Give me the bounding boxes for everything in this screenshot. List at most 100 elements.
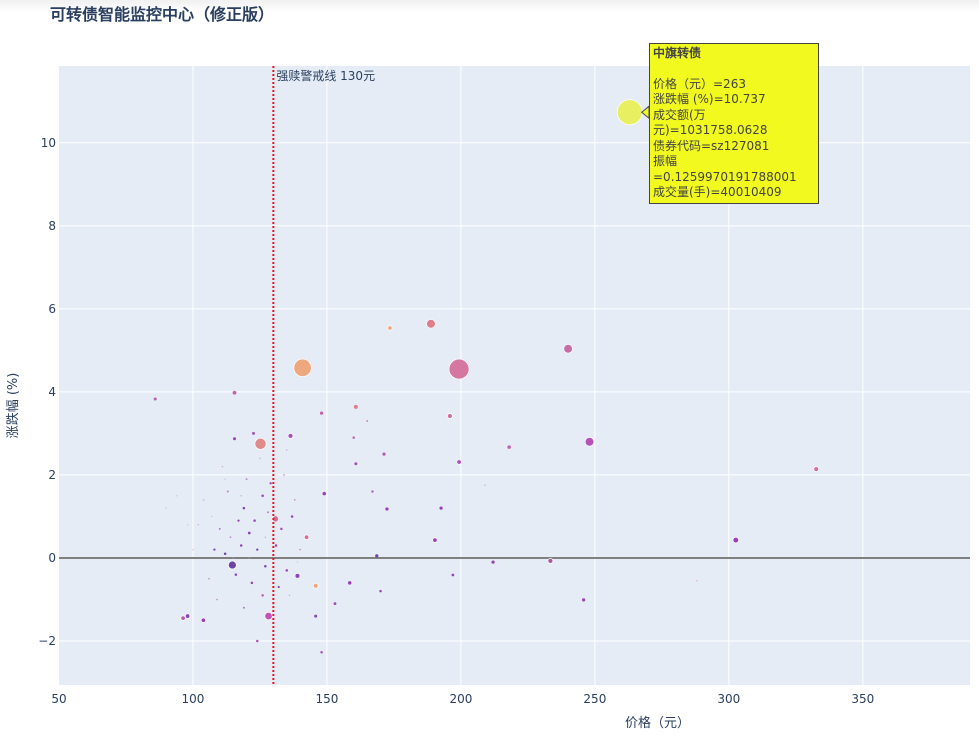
data-point[interactable] — [382, 452, 386, 456]
data-point[interactable] — [379, 589, 382, 593]
data-point[interactable] — [285, 569, 289, 572]
data-point[interactable] — [245, 478, 248, 481]
data-point[interactable] — [456, 459, 462, 465]
data-point[interactable] — [264, 536, 267, 539]
data-point[interactable] — [299, 548, 302, 551]
data-point[interactable] — [353, 404, 358, 409]
data-point[interactable] — [314, 614, 318, 618]
data-point[interactable] — [354, 462, 358, 466]
data-point[interactable] — [322, 491, 327, 496]
data-point[interactable] — [234, 573, 238, 576]
data-point[interactable] — [232, 557, 234, 559]
data-point[interactable] — [293, 498, 296, 501]
data-point[interactable] — [216, 598, 218, 601]
data-point[interactable] — [484, 484, 486, 487]
data-point[interactable] — [200, 617, 207, 623]
data-point[interactable] — [295, 573, 300, 578]
data-point[interactable] — [237, 519, 240, 522]
data-point[interactable] — [210, 515, 213, 518]
data-point[interactable] — [563, 343, 573, 354]
data-point[interactable] — [229, 536, 232, 539]
data-point[interactable] — [253, 519, 256, 522]
data-point[interactable] — [285, 449, 288, 451]
data-point[interactable] — [451, 573, 455, 577]
data-point[interactable] — [239, 544, 243, 547]
data-point[interactable] — [584, 436, 595, 447]
y-tick-label: 10 — [41, 136, 56, 150]
data-point[interactable] — [320, 650, 323, 654]
data-point[interactable] — [213, 548, 216, 551]
data-point[interactable] — [242, 606, 245, 609]
data-point[interactable] — [266, 511, 269, 514]
data-point[interactable] — [312, 582, 319, 589]
data-point[interactable] — [432, 537, 438, 543]
data-point[interactable] — [616, 99, 643, 126]
data-point[interactable] — [269, 482, 272, 485]
data-point[interactable] — [153, 397, 157, 401]
data-point[interactable] — [387, 325, 393, 331]
data-point[interactable] — [256, 639, 259, 643]
data-point[interactable] — [277, 585, 280, 589]
data-point[interactable] — [259, 457, 261, 460]
data-point[interactable] — [290, 515, 294, 518]
data-point[interactable] — [274, 544, 278, 547]
data-point[interactable] — [333, 602, 337, 606]
data-point[interactable] — [296, 561, 299, 563]
data-point[interactable] — [491, 560, 495, 564]
data-point[interactable] — [218, 527, 221, 530]
data-point[interactable] — [250, 581, 254, 585]
data-point[interactable] — [288, 594, 291, 597]
data-point[interactable] — [507, 445, 511, 449]
data-point[interactable] — [261, 594, 264, 597]
data-point[interactable] — [447, 413, 453, 419]
data-point[interactable] — [256, 548, 259, 551]
data-point[interactable] — [208, 577, 210, 580]
data-point[interactable] — [582, 598, 586, 602]
data-point[interactable] — [375, 554, 379, 558]
data-point[interactable] — [293, 358, 312, 377]
data-point[interactable] — [303, 534, 310, 540]
data-point[interactable] — [371, 490, 374, 493]
data-point[interactable] — [223, 552, 227, 556]
data-point[interactable] — [280, 527, 283, 531]
data-point[interactable] — [385, 507, 389, 511]
data-point[interactable] — [254, 437, 267, 450]
data-point[interactable] — [185, 613, 191, 619]
data-point[interactable] — [366, 419, 369, 422]
data-point[interactable] — [242, 506, 246, 510]
data-point[interactable] — [192, 548, 194, 551]
data-point[interactable] — [226, 490, 229, 493]
data-point[interactable] — [426, 319, 436, 329]
data-point[interactable] — [202, 499, 205, 501]
data-point[interactable] — [287, 433, 294, 439]
data-point[interactable] — [165, 507, 167, 509]
data-point[interactable] — [439, 506, 443, 510]
data-point[interactable] — [252, 431, 256, 435]
data-point[interactable] — [247, 531, 251, 535]
data-point[interactable] — [186, 523, 189, 526]
data-point[interactable] — [813, 466, 820, 472]
data-point[interactable] — [448, 358, 470, 380]
x-tick-label: 100 — [182, 692, 205, 706]
data-point[interactable] — [283, 474, 285, 476]
data-point[interactable] — [232, 390, 237, 395]
data-point[interactable] — [695, 579, 698, 582]
data-point[interactable] — [248, 557, 251, 559]
data-point[interactable] — [197, 523, 200, 526]
data-point[interactable] — [547, 558, 554, 564]
data-point[interactable] — [261, 494, 264, 497]
data-point[interactable] — [228, 560, 237, 570]
data-point[interactable] — [233, 437, 237, 441]
data-point[interactable] — [732, 536, 740, 544]
data-point[interactable] — [224, 478, 226, 480]
data-point[interactable] — [180, 615, 186, 621]
data-point[interactable] — [352, 436, 355, 439]
data-point[interactable] — [221, 465, 224, 468]
data-point[interactable] — [347, 581, 352, 585]
data-point[interactable] — [176, 494, 178, 497]
data-point[interactable] — [264, 611, 273, 621]
data-point[interactable] — [264, 565, 267, 568]
data-point[interactable] — [240, 494, 242, 497]
data-point[interactable] — [319, 411, 324, 415]
